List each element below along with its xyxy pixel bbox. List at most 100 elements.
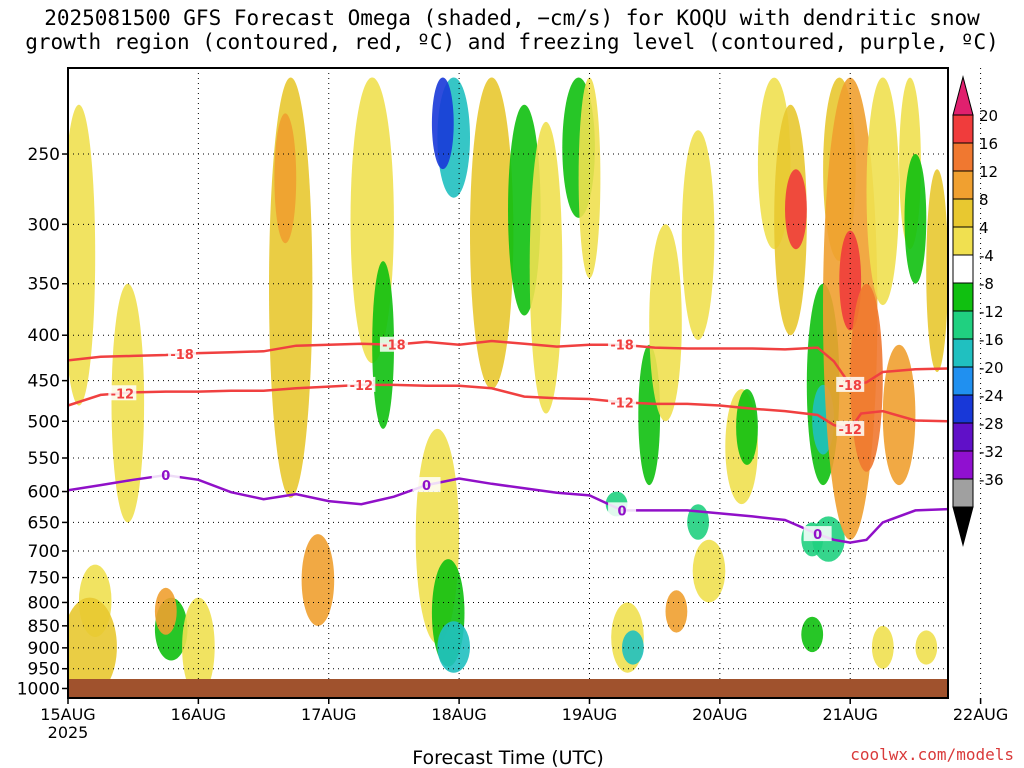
terrain-ground bbox=[68, 679, 948, 698]
x-tick-year: 2025 bbox=[48, 723, 89, 742]
x-tick-label: 18AUG bbox=[431, 705, 486, 724]
colorbar-label: 16 bbox=[979, 135, 998, 153]
dendritic-contour-minus18-label: -18 bbox=[838, 379, 862, 394]
freezing-level-contour-label-bg bbox=[151, 467, 180, 483]
plot-frame bbox=[67, 67, 949, 699]
colorbar-label: 12 bbox=[979, 163, 998, 181]
y-tick-label: 950 bbox=[28, 660, 60, 680]
omega-blob bbox=[839, 230, 862, 331]
omega-blob bbox=[182, 597, 215, 697]
freezing-level-contour-label-bg bbox=[412, 477, 441, 493]
omega-blob bbox=[926, 169, 948, 372]
omega-blob bbox=[871, 625, 894, 669]
y-tick-label: 450 bbox=[28, 372, 60, 392]
colorbar-box bbox=[952, 170, 974, 200]
freezing-level-contour-label: 0 bbox=[813, 528, 822, 543]
dendritic-contour-minus18 bbox=[68, 339, 948, 387]
x-tick-label: 21AUG bbox=[823, 705, 878, 724]
y-tick-label: 850 bbox=[28, 617, 60, 637]
omega-blob bbox=[904, 154, 927, 284]
colorbar-box bbox=[952, 282, 974, 312]
colorbar-box bbox=[952, 114, 974, 144]
colorbar-top-arrow bbox=[952, 75, 974, 116]
y-tick-label: 350 bbox=[28, 275, 60, 295]
omega-blob bbox=[681, 130, 715, 340]
y-tick-label: 500 bbox=[28, 412, 60, 432]
chart-title-line1: 2025081500 GFS Forecast Omega (shaded, −… bbox=[44, 6, 980, 30]
y-tick-label: 900 bbox=[28, 639, 60, 659]
dendritic-contour-minus18-label-bg bbox=[836, 376, 865, 392]
dendritic-contour-minus12-label: -12 bbox=[350, 379, 374, 394]
y-tick-label: 550 bbox=[28, 449, 60, 469]
colorbar-box bbox=[952, 366, 974, 396]
omega-blob bbox=[68, 597, 117, 697]
y-tick-label: 650 bbox=[28, 513, 60, 533]
omega-blob bbox=[111, 283, 145, 523]
colorbar-label: -4 bbox=[979, 247, 994, 265]
y-tick-label: 1000 bbox=[17, 679, 60, 699]
colorbar-box bbox=[952, 226, 974, 256]
freezing-level-contour-label: 0 bbox=[161, 469, 170, 484]
colorbar-label: 4 bbox=[979, 219, 989, 237]
colorbar-box bbox=[952, 254, 974, 284]
omega-shading bbox=[68, 77, 948, 697]
dendritic-contour-minus12-label: -12 bbox=[838, 423, 862, 438]
omega-blob bbox=[665, 590, 688, 633]
omega-blob bbox=[736, 389, 758, 465]
freezing-level-contour-label-bg bbox=[608, 502, 637, 518]
dendritic-contour-minus18-label: -18 bbox=[610, 339, 634, 354]
chart-title-line2: growth region (contoured, red, ºC) and f… bbox=[25, 30, 999, 54]
colorbar: 20 16 12 8 4 -4 -8 -12 -16 -20 -24 -28 -32 -36 bbox=[952, 75, 1004, 547]
omega-blob bbox=[431, 77, 454, 170]
chart-title: 2025081500 GFS Forecast Omega (shaded, −… bbox=[0, 6, 1024, 54]
colorbar-label: -36 bbox=[979, 471, 1004, 489]
dendritic-contour-minus12-label: -12 bbox=[610, 396, 634, 411]
dendritic-contour-minus12-label-bg bbox=[608, 394, 637, 410]
dendritic-contour-minus18-label: -18 bbox=[382, 339, 406, 354]
colorbar-label: -16 bbox=[979, 331, 1004, 349]
contour-lines: -18 -18 -18 -18 -12 -12 -12 -12 0 0 0 0 bbox=[68, 336, 948, 544]
omega-blob bbox=[785, 169, 807, 250]
dendritic-contour-minus12-label-bg bbox=[108, 385, 137, 401]
freezing-level-contour-label: 0 bbox=[422, 479, 431, 494]
colorbar-label: 20 bbox=[979, 107, 998, 125]
x-tick-label: 16AUG bbox=[171, 705, 226, 724]
omega-blob bbox=[470, 77, 514, 390]
freezing-level-contour bbox=[68, 473, 948, 544]
colorbar-box bbox=[952, 310, 974, 340]
x-axis: 15AUG 16AUG 17AUG 18AUG 19AUG 20AUG 21AUG 22AUG… bbox=[40, 698, 1008, 742]
y-tick-label: 800 bbox=[28, 593, 60, 613]
omega-blob bbox=[437, 621, 471, 673]
omega-blob bbox=[801, 616, 824, 653]
colorbar-box bbox=[952, 422, 974, 452]
colorbar-label: -20 bbox=[979, 359, 1004, 377]
x-tick-label: 19AUG bbox=[562, 705, 617, 724]
freezing-level-contour-label: 0 bbox=[618, 504, 627, 519]
omega-blob bbox=[68, 104, 96, 406]
y-tick-label: 750 bbox=[28, 569, 60, 589]
colorbar-box bbox=[952, 478, 974, 508]
omega-blob bbox=[578, 77, 601, 279]
colorbar-label: -12 bbox=[979, 303, 1004, 321]
y-tick-label: 250 bbox=[28, 145, 60, 165]
omega-blob bbox=[692, 539, 726, 603]
omega-blob bbox=[154, 587, 177, 635]
y-tick-label: 600 bbox=[28, 483, 60, 503]
omega-blob bbox=[274, 113, 297, 244]
omega-blob bbox=[622, 630, 644, 665]
y-tick-label: 300 bbox=[28, 215, 60, 235]
freezing-level-contour-label-bg bbox=[803, 526, 832, 542]
x-tick-label: 17AUG bbox=[301, 705, 356, 724]
dendritic-contour-minus18-label: -18 bbox=[170, 348, 194, 363]
colorbar-label: -32 bbox=[979, 443, 1004, 461]
y-axis: 2503003504004505005506006507007508008509… bbox=[17, 145, 68, 699]
colorbar-box bbox=[952, 450, 974, 480]
source-credit: coolwx.com/models bbox=[850, 745, 1014, 764]
colorbar-box bbox=[952, 394, 974, 424]
colorbar-label: -28 bbox=[979, 415, 1004, 433]
dendritic-contour-minus18-label-bg bbox=[379, 336, 408, 352]
colorbar-box bbox=[952, 198, 974, 228]
dendritic-contour-minus18-label-bg bbox=[168, 346, 197, 362]
x-tick-label: 15AUG bbox=[40, 705, 95, 724]
